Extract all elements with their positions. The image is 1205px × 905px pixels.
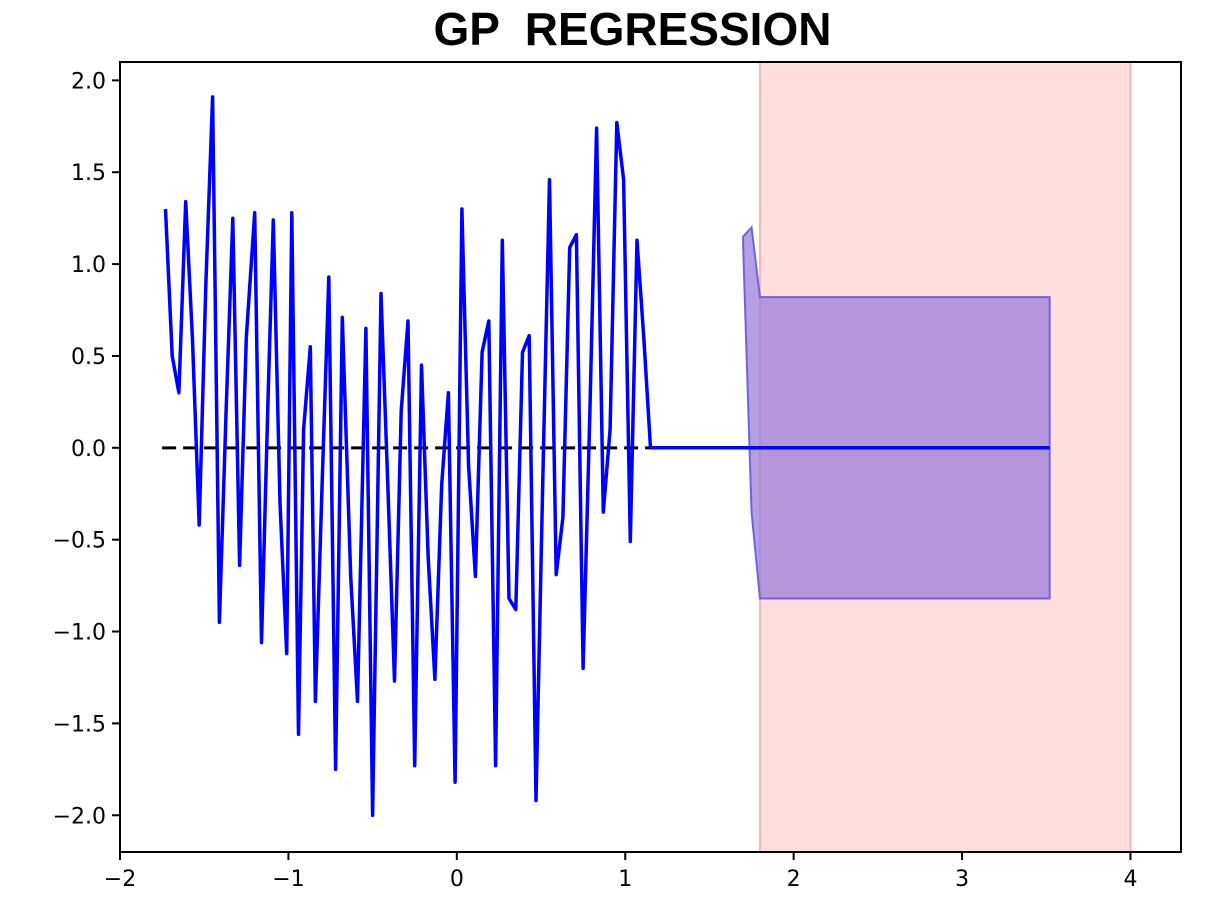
x-tick-label: 3 — [955, 867, 969, 892]
x-tick-label: 1 — [618, 867, 632, 892]
x-tick-label: −1 — [272, 867, 304, 892]
y-tick-label: 1.5 — [71, 161, 106, 186]
y-axis: −2.0 −1.5 −1.0 −0.5 0.0 0.5 1.0 1.5 2.0 — [53, 69, 120, 829]
y-tick-label: −0.5 — [53, 529, 106, 554]
x-tick-label: −2 — [104, 867, 136, 892]
series-layer — [163, 95, 1050, 818]
x-axis: −2 −1 0 1 2 3 4 — [104, 852, 1137, 892]
confidence-band-layer — [742, 225, 1051, 600]
confidence-band — [742, 225, 1051, 600]
y-tick-label: −2.0 — [53, 804, 106, 829]
series-line-0 — [163, 95, 1050, 818]
y-tick-label: 0.0 — [71, 437, 106, 462]
y-tick-label: 0.5 — [71, 345, 106, 370]
x-tick-label: 0 — [450, 867, 464, 892]
x-tick-label: 4 — [1123, 867, 1137, 892]
y-tick-label: −1.5 — [53, 712, 106, 737]
y-tick-label: 1.0 — [71, 253, 106, 278]
x-tick-label: 2 — [787, 867, 801, 892]
plot-frame — [119, 61, 1182, 853]
y-tick-label: 2.0 — [71, 69, 106, 94]
y-tick-label: −1.0 — [53, 621, 106, 646]
chart-title: GP REGRESSION — [433, 3, 832, 55]
